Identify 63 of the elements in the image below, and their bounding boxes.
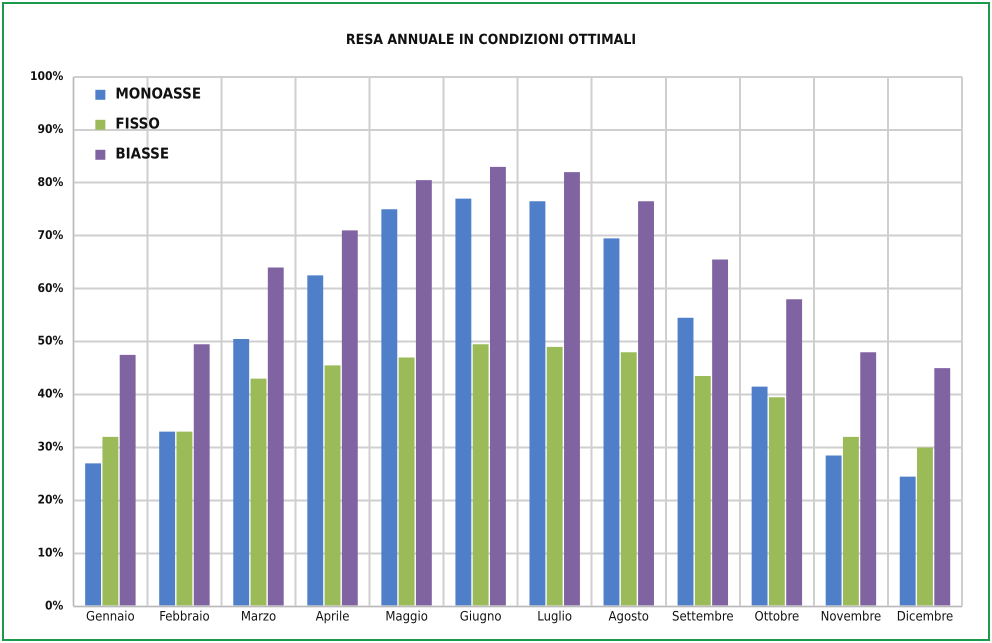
bar	[120, 354, 136, 606]
legend-label: MONOASSE	[115, 84, 202, 103]
bar	[268, 267, 284, 606]
chart-title: RESA ANNUALE IN CONDIZIONI OTTIMALI	[346, 32, 636, 48]
bar	[159, 432, 176, 606]
x-tick-label: Settembre	[672, 610, 734, 625]
y-tick-label: 10%	[38, 546, 64, 560]
bar	[842, 436, 859, 606]
bar	[546, 346, 563, 606]
y-tick-label: 80%	[38, 174, 64, 189]
bar	[490, 166, 506, 606]
legend-label: BIASSE	[115, 144, 170, 163]
y-tick-label: 90%	[38, 122, 64, 136]
bar	[620, 352, 637, 606]
bar	[102, 436, 118, 606]
bar	[768, 397, 785, 606]
bar	[398, 357, 415, 606]
y-tick-label: 70%	[38, 228, 64, 242]
legend-label: FISSO	[115, 114, 160, 133]
bar	[900, 476, 916, 606]
y-tick-label: 40%	[38, 386, 64, 401]
bar	[307, 275, 324, 606]
bar	[712, 260, 728, 606]
x-tick-label: Maggio	[385, 610, 428, 625]
bar	[826, 455, 842, 606]
x-tick-label: Ottobre	[754, 610, 800, 625]
x-tick-label: Gennaio	[86, 610, 135, 625]
x-tick-label: Luglio	[537, 610, 572, 625]
bar	[455, 198, 472, 606]
bar	[194, 344, 210, 606]
bar	[917, 448, 933, 606]
bar	[752, 386, 768, 606]
bar	[324, 365, 340, 606]
bar	[678, 318, 694, 606]
bar	[233, 338, 250, 606]
bar	[381, 209, 398, 606]
x-tick-label: Dicembre	[896, 610, 954, 625]
bar	[564, 172, 580, 606]
bar	[472, 344, 489, 606]
x-tick-label: Novembre	[820, 610, 882, 625]
bar	[416, 180, 432, 606]
bar	[176, 432, 192, 606]
bar	[604, 238, 620, 606]
x-tick-label: Febbraio	[159, 610, 210, 625]
x-tick-label: Aprile	[316, 610, 350, 625]
y-tick-label: 100%	[30, 68, 64, 83]
bar	[529, 201, 546, 606]
y-tick-label: 30%	[38, 440, 64, 454]
bar	[934, 368, 950, 606]
bar	[250, 378, 266, 606]
x-tick-label: Giugno	[460, 610, 502, 625]
y-tick-label: 50%	[38, 334, 64, 348]
y-tick-label: 60%	[38, 280, 64, 295]
y-tick-label: 0%	[45, 598, 64, 613]
x-tick-label: Agosto	[608, 610, 649, 625]
y-tick-label: 20%	[38, 492, 64, 507]
bar	[694, 376, 711, 606]
bar	[85, 463, 102, 606]
bar	[342, 230, 358, 606]
x-tick-label: Marzo	[240, 610, 276, 625]
bar	[860, 352, 876, 606]
bar	[638, 201, 654, 606]
bar	[786, 299, 802, 606]
